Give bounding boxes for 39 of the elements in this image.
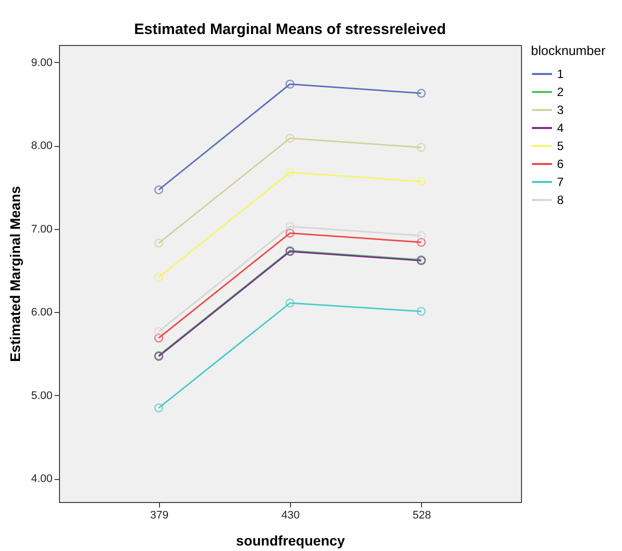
legend-label: 2 <box>557 85 564 99</box>
point <box>285 80 295 89</box>
point <box>416 142 426 152</box>
y-tick-label: 8.00 <box>31 140 52 152</box>
legend-label: 8 <box>557 193 564 207</box>
y-tick-label: 4.00 <box>31 473 52 486</box>
y-tick-label: 5.00 <box>31 390 52 402</box>
point <box>416 231 426 240</box>
point <box>285 168 295 177</box>
legend-label: 7 <box>557 175 564 189</box>
point <box>285 222 295 231</box>
x-tick-label: 528 <box>412 510 431 522</box>
point <box>416 88 426 98</box>
point <box>416 177 426 186</box>
point <box>154 185 164 194</box>
point <box>154 238 164 248</box>
x-tick-label: 430 <box>281 510 300 522</box>
legend-title: blocknumber <box>531 43 606 58</box>
x-tick-label: 379 <box>150 510 168 522</box>
y-axis-title: Estimated Marginal Means <box>7 186 24 362</box>
point <box>416 306 426 316</box>
x-axis-title: soundfrequency <box>236 532 346 548</box>
legend-label: 6 <box>557 157 564 171</box>
point <box>285 134 295 143</box>
legend-label: 4 <box>557 121 564 135</box>
point <box>154 403 164 412</box>
point <box>285 228 295 238</box>
y-tick-label: 6.00 <box>31 306 52 319</box>
y-tick-label: 7.00 <box>31 223 52 236</box>
point <box>154 272 164 282</box>
legend-label: 5 <box>557 139 564 153</box>
point <box>154 333 164 343</box>
chart-title: Estimated Marginal Means of stressreleived <box>134 21 446 38</box>
point <box>285 298 295 308</box>
point <box>154 326 164 336</box>
legend-label: 3 <box>557 103 564 117</box>
y-tick-label: 9.00 <box>31 56 52 69</box>
legend-label: 1 <box>557 67 564 81</box>
point <box>416 238 426 247</box>
